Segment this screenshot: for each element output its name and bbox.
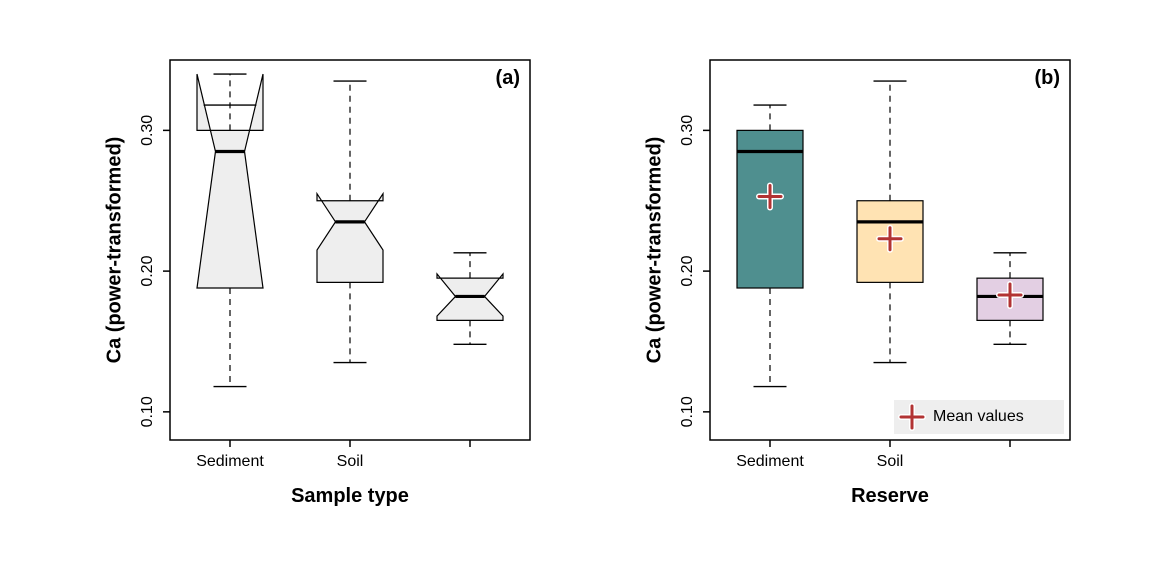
x-axis-label: Sample type	[291, 485, 409, 507]
boxplot-box	[317, 194, 383, 283]
xtick-label: Sediment	[196, 453, 264, 470]
ytick-label: 0.10	[139, 396, 156, 427]
panel-label: (b)	[1034, 67, 1060, 89]
figure-canvas: 0.10 0.20 0.30 Ca (power-transformed) Sedime…	[0, 0, 1152, 576]
ytick-label: 0.10	[679, 396, 696, 427]
ytick-label: 0.30	[679, 115, 696, 146]
panel-b: 0.10 0.20 0.30 Ca (power-transformed) Sedime…	[643, 60, 1070, 507]
y-axis-label: Ca (power-transformed)	[103, 137, 125, 364]
legend-label: Mean values	[933, 408, 1024, 425]
xtick-label: Sediment	[736, 453, 804, 470]
xtick-label: Soil	[337, 453, 364, 470]
ytick-label: 0.20	[139, 255, 156, 286]
xtick-label: Soil	[877, 453, 904, 470]
ytick-label: 0.30	[139, 115, 156, 146]
ytick-label: 0.20	[679, 255, 696, 286]
panel-label: (a)	[496, 67, 520, 89]
x-axis-label: Reserve	[851, 485, 929, 507]
figure-svg: 0.10 0.20 0.30 Ca (power-transformed) Sedime…	[0, 0, 1152, 576]
y-axis-label: Ca (power-transformed)	[643, 137, 665, 364]
panel-a: 0.10 0.20 0.30 Ca (power-transformed) Sedime…	[103, 60, 530, 507]
